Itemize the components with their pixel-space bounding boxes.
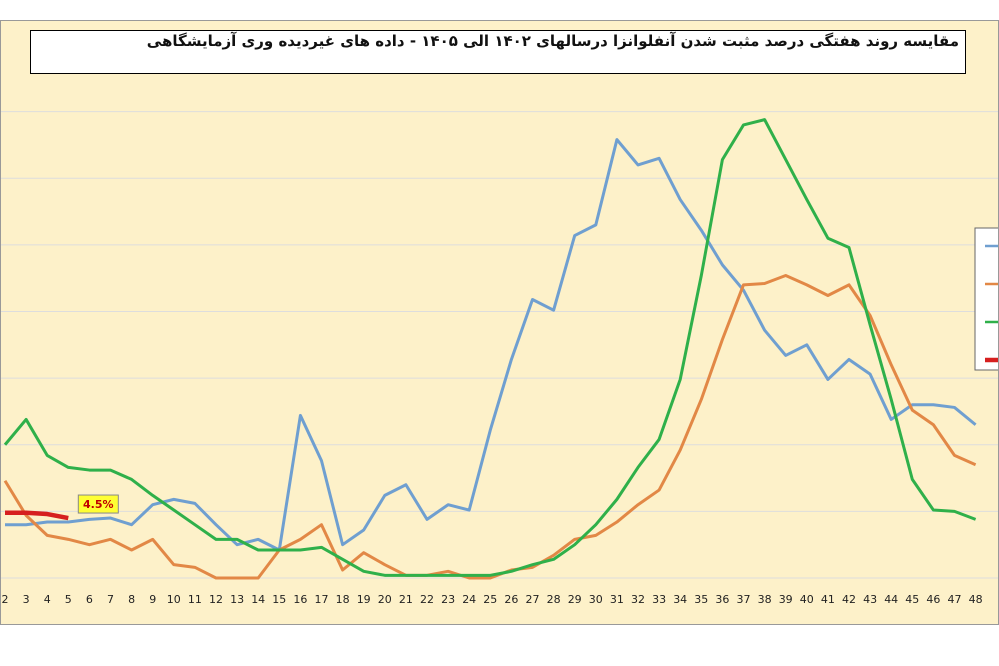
x-tick-label: 16: [293, 593, 307, 606]
x-tick-label: 39: [779, 593, 793, 606]
x-tick-label: 47: [948, 593, 962, 606]
x-tick-label: 15: [272, 593, 286, 606]
series-line: [5, 510, 69, 521]
chart-title: مقایسه روند هفتگی درصد مثبت شدن آنفلوانز…: [30, 30, 966, 74]
x-tick-label: 27: [526, 593, 540, 606]
x-tick-label: 29: [568, 593, 582, 606]
x-tick-label: 37: [737, 593, 751, 606]
x-tick-label: 26: [504, 593, 518, 606]
x-tick-label: 35: [694, 593, 708, 606]
legend-box: [974, 227, 999, 371]
x-tick-label: 20: [378, 593, 392, 606]
value-label: 4.5%: [83, 498, 114, 511]
x-tick-label: 12: [209, 593, 223, 606]
x-tick-label: 9: [149, 593, 156, 606]
x-tick-label: 18: [336, 593, 350, 606]
x-tick-label: 31: [610, 593, 624, 606]
x-tick-label: 14: [251, 593, 265, 606]
x-tick-label: 34: [673, 593, 687, 606]
series-line: [5, 138, 977, 552]
series-line: [3, 274, 977, 580]
x-tick-label: 30: [589, 593, 603, 606]
x-tick-label: 17: [315, 593, 329, 606]
x-tick-label: 33: [652, 593, 666, 606]
x-tick-label: 11: [188, 593, 202, 606]
x-tick-label: 4: [44, 593, 51, 606]
series-line: [3, 118, 977, 577]
x-tick-label: 3: [23, 593, 30, 606]
x-tick-label: 22: [420, 593, 434, 606]
x-tick-label: 13: [230, 593, 244, 606]
x-tick-label: 10: [167, 593, 181, 606]
x-tick-label: 24: [462, 593, 476, 606]
x-tick-label: 40: [800, 593, 814, 606]
x-tick-label: 45: [905, 593, 919, 606]
x-tick-label: 21: [399, 593, 413, 606]
x-tick-label: 36: [715, 593, 729, 606]
x-tick-label: 44: [884, 593, 898, 606]
x-tick-label: 19: [357, 593, 371, 606]
x-tick-label: 2: [2, 593, 9, 606]
x-tick-label: 43: [863, 593, 877, 606]
x-tick-label: 23: [441, 593, 455, 606]
value-label-box: [77, 494, 119, 514]
x-tick-label: 28: [547, 593, 561, 606]
x-tick-label: 32: [631, 593, 645, 606]
x-tick-label: 46: [926, 593, 940, 606]
plot-background: [0, 20, 999, 625]
x-tick-label: 42: [842, 593, 856, 606]
x-tick-label: 6: [86, 593, 93, 606]
x-tick-label: 41: [821, 593, 835, 606]
x-tick-label: 7: [107, 593, 114, 606]
x-tick-label: 8: [128, 593, 135, 606]
x-tick-label: 38: [758, 593, 772, 606]
x-tick-label: 48: [969, 593, 983, 606]
x-tick-label: 25: [483, 593, 497, 606]
x-tick-label: 5: [65, 593, 72, 606]
